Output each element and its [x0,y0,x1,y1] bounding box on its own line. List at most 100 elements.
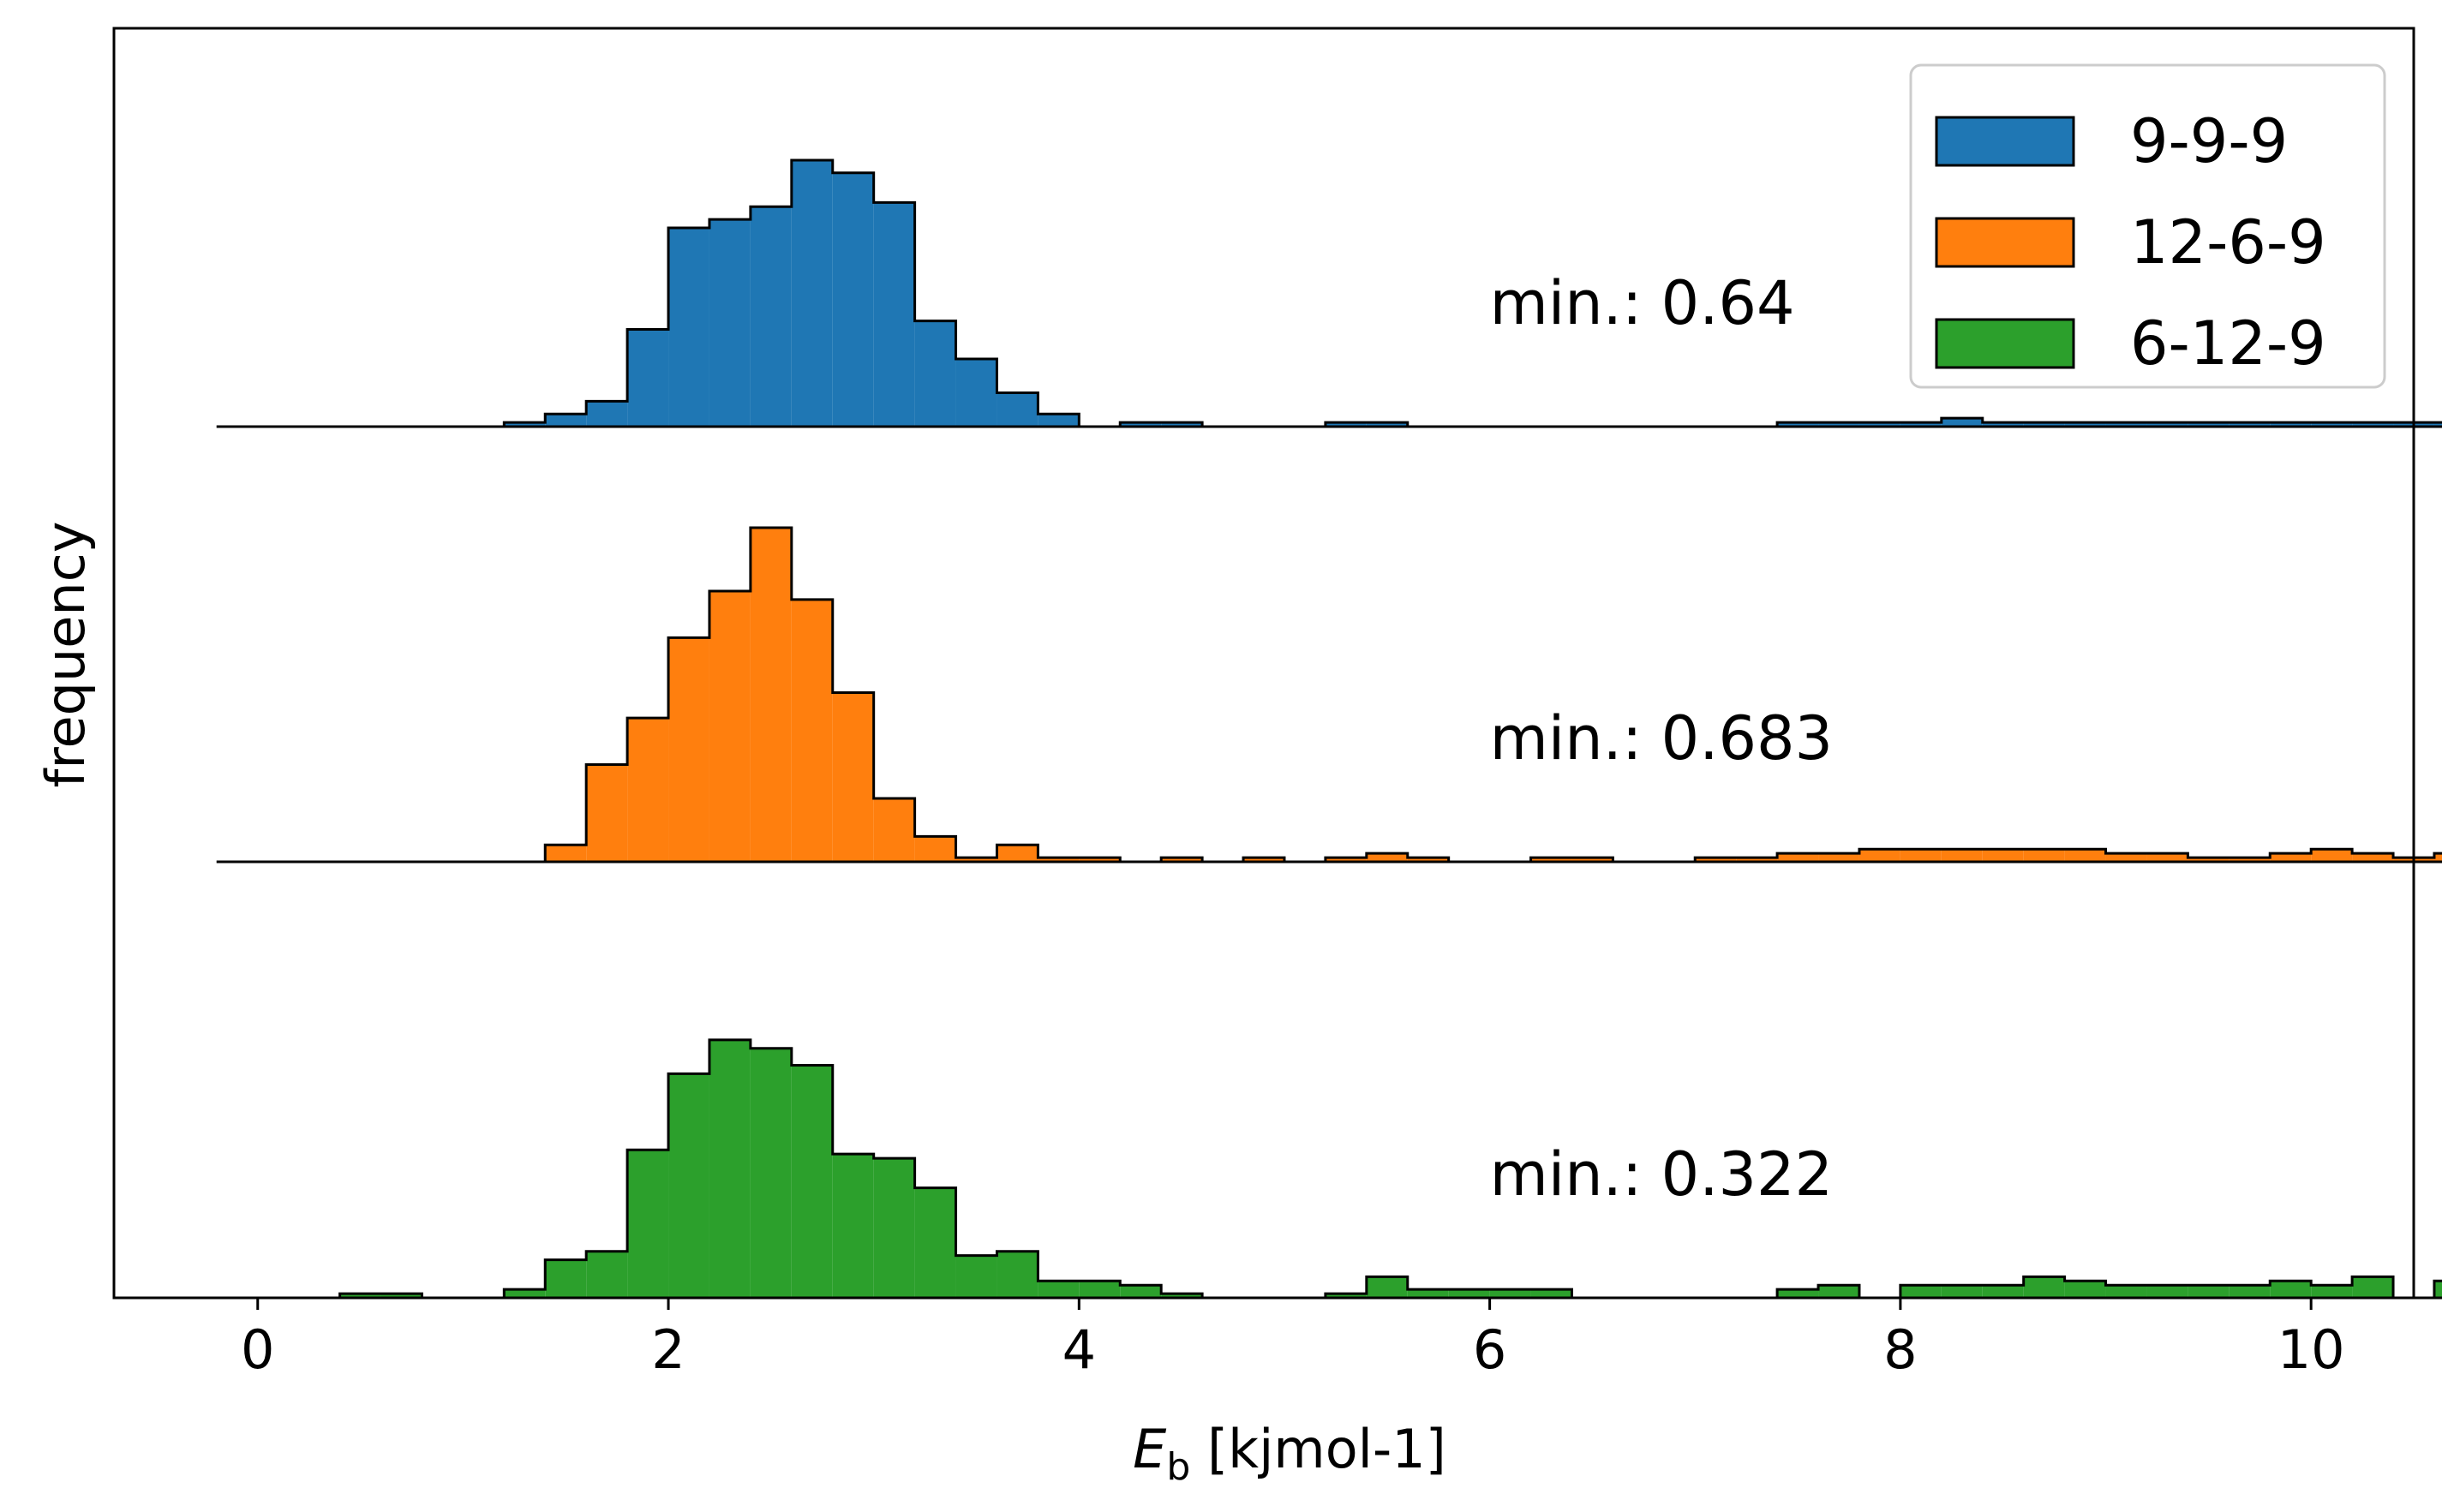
histogram-bar [873,202,915,427]
histogram-bar [2311,849,2353,862]
histogram-bar [750,1048,792,1298]
histogram-bar [2188,1285,2230,1298]
histogram-bar [2229,422,2271,427]
histogram-bar [668,637,709,862]
histogram-bar [1530,1289,1572,1298]
histogram-bar [2352,422,2394,427]
histogram-bar [1120,1285,1162,1298]
legend-swatch [1935,116,2075,167]
x-tick-label: 0 [241,1318,274,1381]
histogram-bar [380,1294,422,1298]
histogram-bar [1818,1285,1859,1298]
y-axis-label: frequency [34,522,97,788]
series-9-9-9 [216,158,2442,428]
legend-label: 9-9-9 [2130,106,2288,176]
histogram-bar [791,599,833,862]
histogram-bars [216,158,2442,1300]
histogram-bar [1448,1289,1490,1298]
histogram-bar [2105,853,2147,862]
plot-frame [112,27,2415,1300]
histogram-bar [1530,858,1572,862]
histogram-bar [1818,422,1859,427]
histogram-bar [1489,1289,1531,1298]
histogram-bar [791,159,833,427]
histogram-bar [586,401,628,427]
histogram-bar [1900,422,1942,427]
histogram-bar [1161,1294,1203,1298]
histogram-bar [1982,849,2024,862]
histogram-bar [2023,422,2065,427]
histogram-bar [504,422,546,427]
histogram-bar [2064,849,2106,862]
annotation-min: min.: 0.683 [1490,703,1833,774]
histogram-bar [2311,1285,2353,1298]
x-tick-label: 2 [651,1318,685,1381]
histogram-bar [627,329,669,427]
histogram-bar [914,1187,956,1298]
x-axis-label-symbol: E [1133,1418,1167,1480]
histogram-bar [1777,422,1819,427]
x-tick-label: 8 [1883,1318,1917,1381]
x-axis-label-unit: [kjmol-1] [1190,1418,1446,1480]
legend-swatch [1935,318,2075,369]
histogram-bar [1571,858,1613,862]
histogram-bar [1900,849,1942,862]
histogram-bar [2270,853,2312,862]
histogram-bar [2270,422,2312,427]
histogram-bar [2352,853,2394,862]
histogram-bar [1038,1281,1080,1298]
histogram-bar [2229,858,2271,862]
histogram-outline [216,526,2442,864]
histogram-bar [1982,422,2024,427]
histogram-bar [586,764,628,862]
histogram-bar [1858,422,1900,427]
histogram-bar [1120,422,1162,427]
histogram-bar [2146,853,2188,862]
histogram-bar [1243,858,1284,862]
histogram-bar [1325,1294,1367,1298]
histogram-bar [1325,422,1367,427]
histogram-bar [1777,853,1819,862]
histogram-bar [2023,1276,2065,1298]
histogram-bar [2146,1285,2188,1298]
annotations: min.: 0.64 min.: 0.683 min.: 0.322 [1490,268,1833,1210]
histogram-bar [709,591,751,862]
histogram-bar [504,1289,546,1298]
histogram-bar [627,718,669,862]
histogram-bar [791,1065,833,1298]
histogram-bar [1736,858,1778,862]
histogram-bar [997,1251,1038,1298]
histogram-bar [955,359,997,427]
histogram-bar [1079,1281,1121,1298]
x-axis: 0 2 4 6 8 10 [241,1298,2345,1381]
histogram-bar [914,836,956,862]
x-axis-label-subscript: b [1166,1445,1190,1489]
histogram-bar [1941,849,1983,862]
histogram-bar [914,320,956,427]
histogram-bar [2064,422,2106,427]
histogram-bar [750,528,792,862]
histogram-bar [832,1154,874,1298]
histogram-bar [2064,1281,2106,1298]
histogram-bar [1366,853,1408,862]
x-axis-label: Eb [kjmol-1] [1133,1418,1446,1489]
histogram-bar [1982,1285,2024,1298]
histogram-bar [2229,1285,2271,1298]
histogram-bar [1407,858,1449,862]
histogram-bar [1858,849,1900,862]
histogram-bar [1900,1285,1942,1298]
series-12-6-9 [216,526,2442,864]
histogram-bar [955,1255,997,1298]
histogram-bar [2352,1276,2394,1298]
annotation-min: min.: 0.64 [1490,268,1795,338]
histogram-bar [1941,1285,1983,1298]
histogram-bar [1366,422,1408,427]
histogram-bar [545,414,587,427]
histogram-bar [2023,849,2065,862]
histogram-bar [1777,1289,1819,1298]
histogram-bar [873,798,915,862]
histogram-bar [1161,422,1203,427]
histogram-bar [2105,1285,2147,1298]
histogram-bar [545,1259,587,1298]
histogram-bar [1407,1289,1449,1298]
